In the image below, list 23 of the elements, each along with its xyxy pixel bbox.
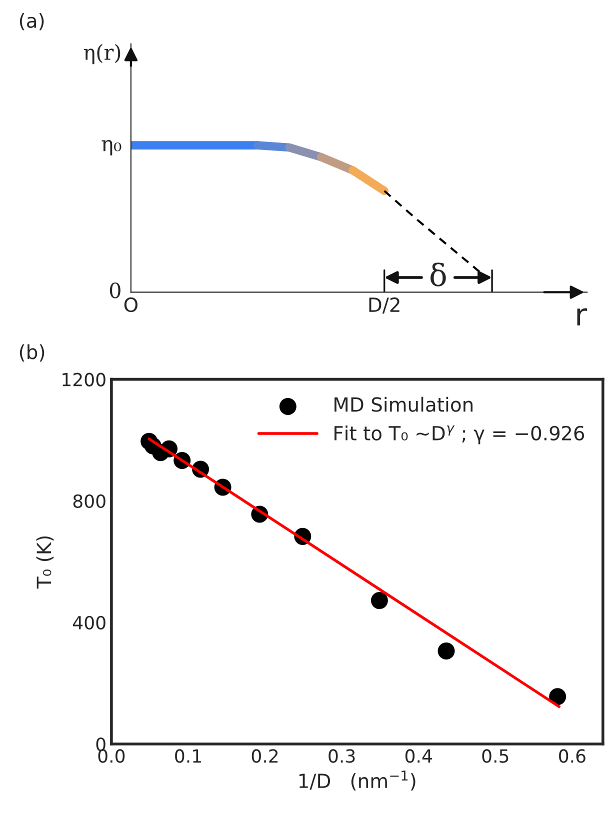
x-axis-title: r [577, 308, 588, 326]
y-axis-title: η(r) [84, 44, 120, 64]
x-tick-label: 0.3 [328, 749, 355, 763]
x-tick-label: D/2 [369, 297, 400, 314]
annotation: δ [430, 262, 446, 286]
x-tick-label: 0.4 [405, 749, 432, 763]
chart-title: (b) [20, 344, 44, 362]
x-tick-label: O [124, 297, 138, 312]
annotation: η₀ [102, 140, 122, 156]
x-tick-label: 0.5 [482, 749, 508, 763]
x-tick-label: 0.2 [252, 749, 278, 763]
x-axis-title: 1/D (nm$^{−1}$) [299, 770, 416, 790]
legend-label: Fit to T₀ ~D$^{γ}$ ; γ = −0.926 [334, 425, 584, 444]
chart-title: (a) [20, 12, 44, 30]
y-tick-label: 400 [73, 616, 106, 630]
x-tick-label: 0.6 [559, 749, 586, 763]
legend-label: MD Simulation [334, 396, 472, 412]
x-tick-label: 0.1 [175, 749, 201, 763]
x-tick-label: 0.0 [98, 749, 125, 763]
y-tick-label: 1200 [62, 372, 106, 386]
annotation: 0 [110, 282, 120, 298]
y-axis-title: T₀ (K) [36, 536, 54, 589]
y-tick-label: 800 [73, 494, 106, 508]
